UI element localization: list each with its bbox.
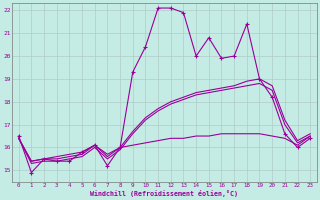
X-axis label: Windchill (Refroidissement éolien,°C): Windchill (Refroidissement éolien,°C) [91, 190, 238, 197]
